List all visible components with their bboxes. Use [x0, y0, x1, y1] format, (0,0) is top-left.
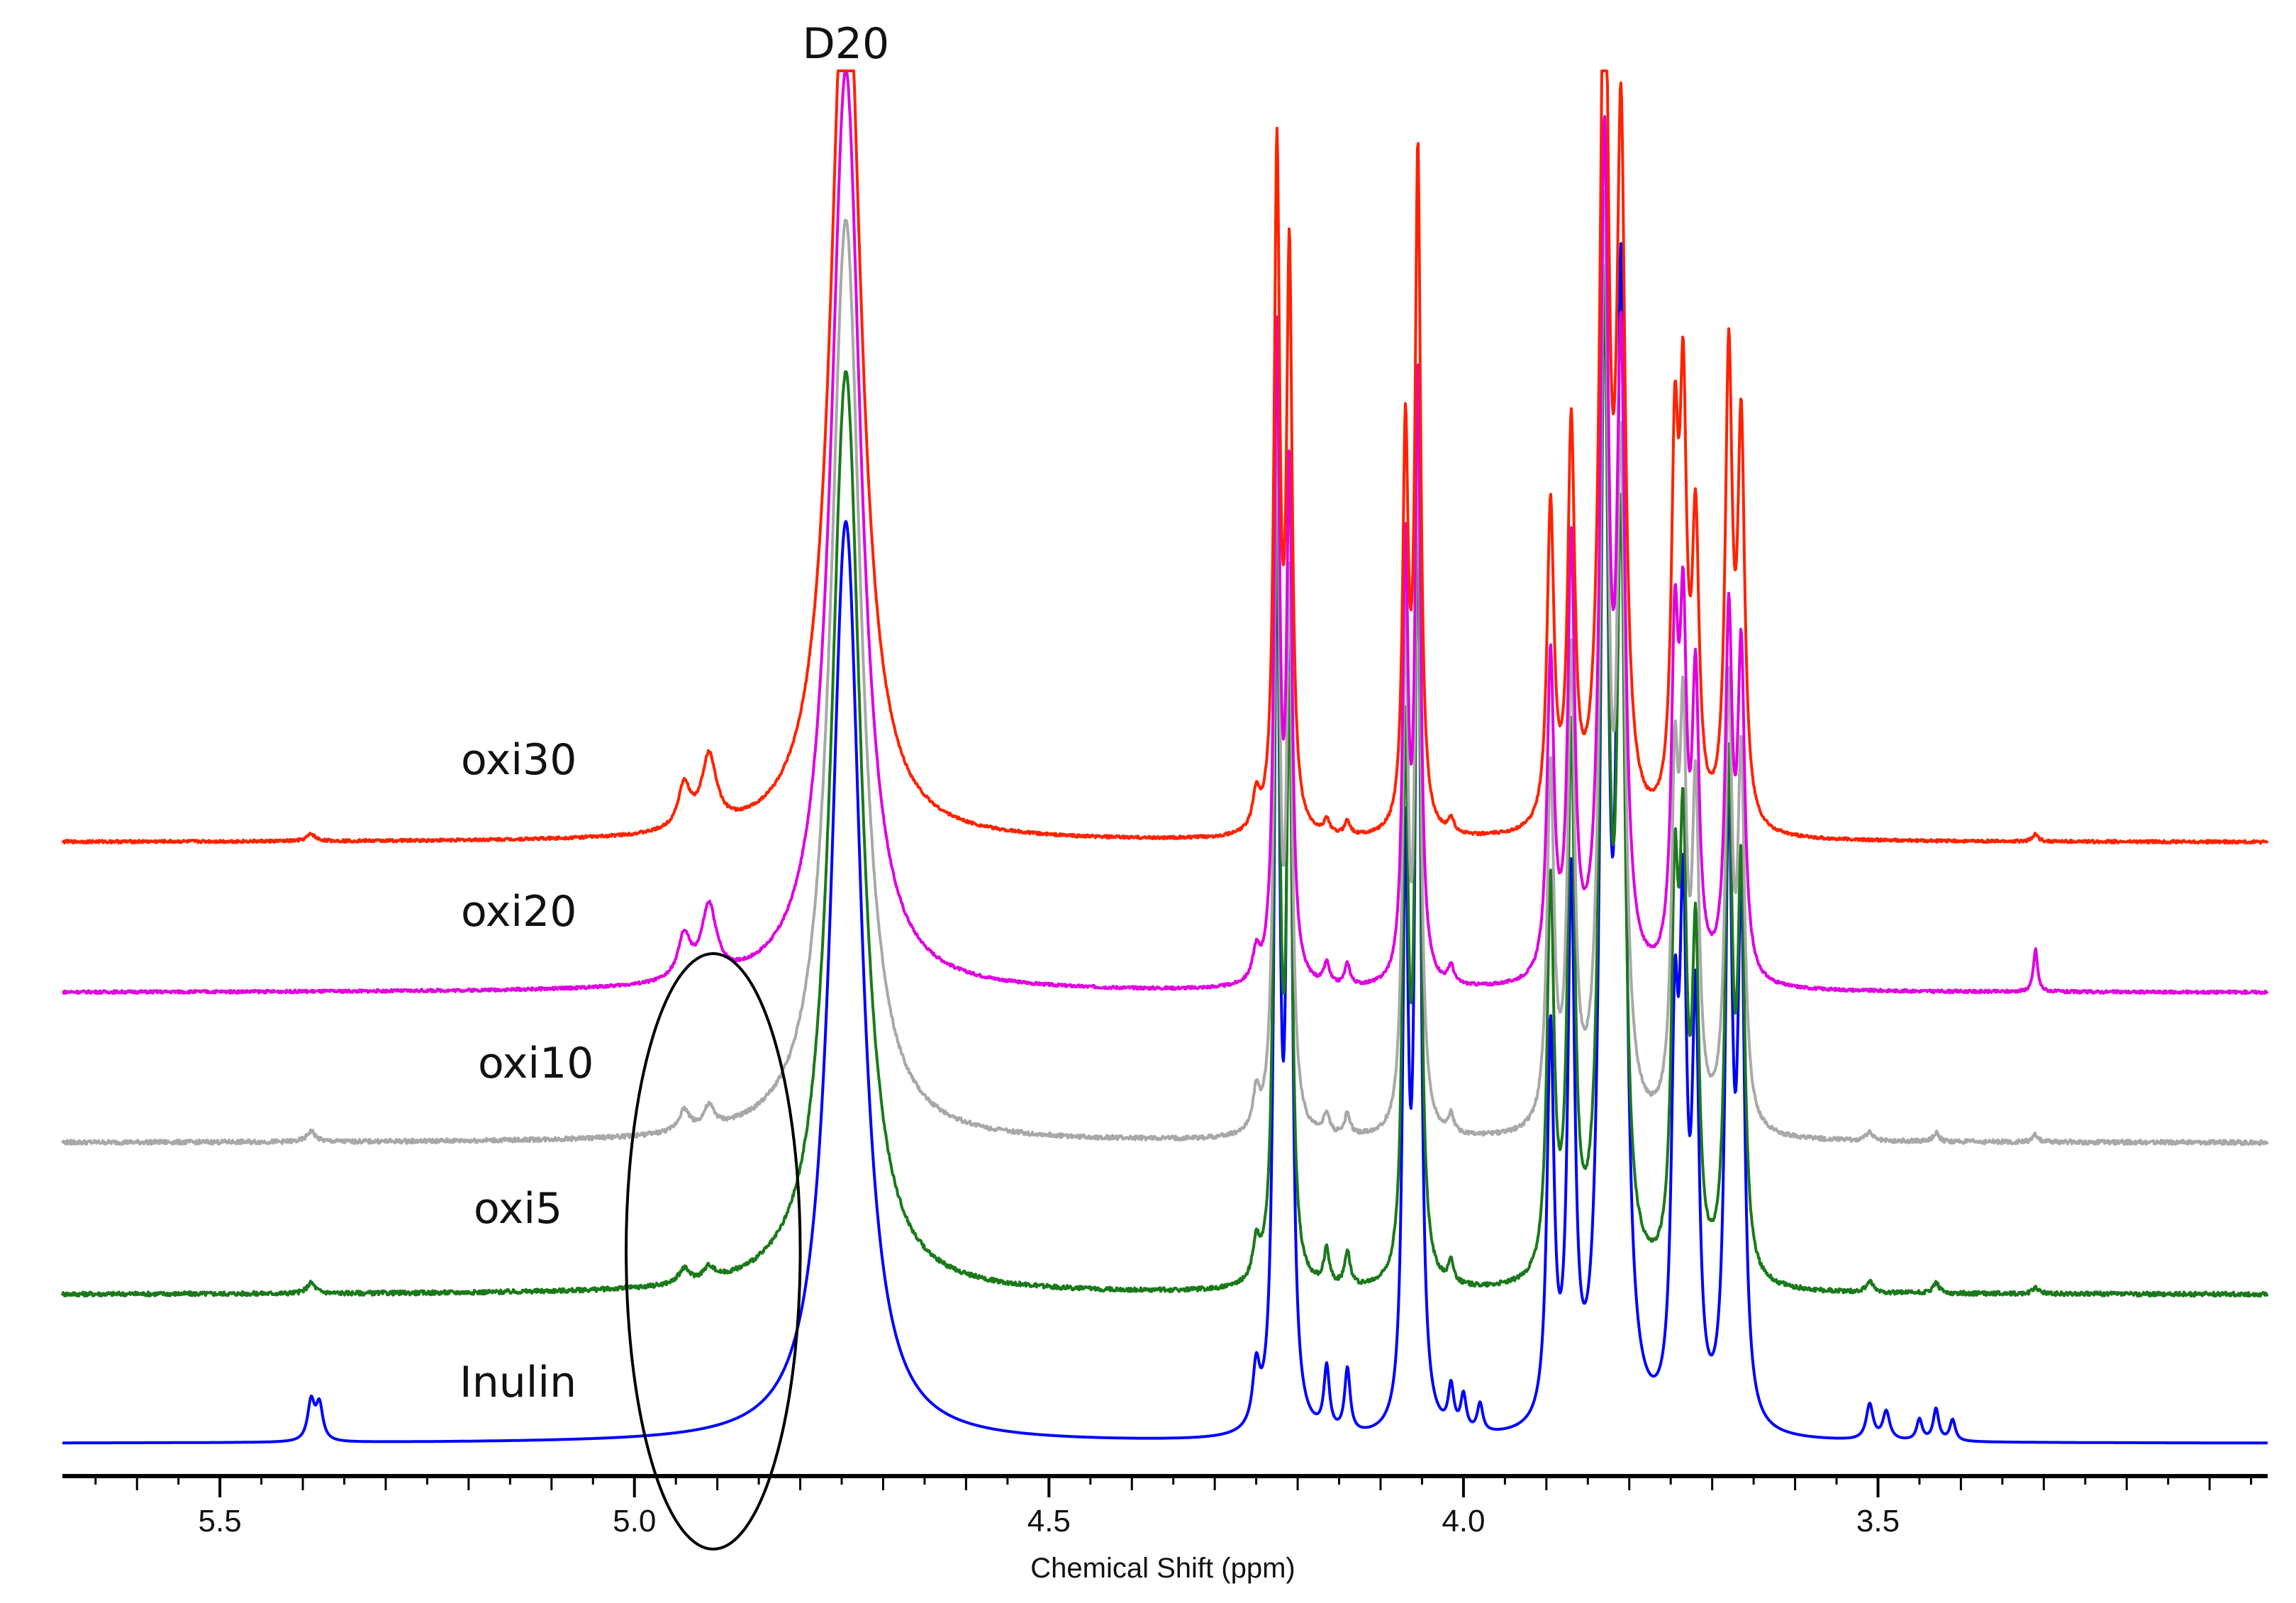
d2o-solvent-label: D20 — [803, 19, 890, 69]
x-axis: 5.5 5.0 4.5 4.0 3.5 — [62, 1474, 2268, 1538]
x-tick-label: 4.5 — [1027, 1504, 1071, 1538]
oxidation-region-ellipse — [625, 952, 802, 1551]
x-tick-label: 5.0 — [613, 1504, 656, 1538]
annotations: D20 — [625, 19, 890, 1551]
x-tick-label: 3.5 — [1856, 1504, 1900, 1538]
trace-oxi20 — [62, 69, 2269, 995]
series-label-oxi5: oxi5 — [474, 1184, 562, 1234]
series-label-oxi30: oxi30 — [461, 735, 576, 785]
spectrum-traces — [61, 69, 2269, 1445]
trace-oxi5 — [61, 263, 2269, 1298]
series-label-oxi20: oxi20 — [461, 887, 576, 937]
trace-oxi30 — [61, 69, 2269, 845]
x-axis-major-ticks: 5.5 5.0 4.5 4.0 3.5 — [199, 1476, 1900, 1538]
series-label-oxi10: oxi10 — [478, 1039, 593, 1088]
trace-inulin — [62, 242, 2268, 1445]
series-labels: Inulin oxi5 oxi10 oxi20 oxi30 — [459, 735, 593, 1407]
trace-oxi10 — [61, 191, 2269, 1146]
x-axis-minor-ticks — [94, 1476, 2253, 1496]
x-tick-label: 5.5 — [199, 1504, 242, 1538]
x-tick-label: 4.0 — [1442, 1504, 1485, 1538]
series-label-inulin: Inulin — [459, 1358, 576, 1407]
x-axis-title: Chemical Shift (ppm) — [1030, 1553, 1295, 1584]
